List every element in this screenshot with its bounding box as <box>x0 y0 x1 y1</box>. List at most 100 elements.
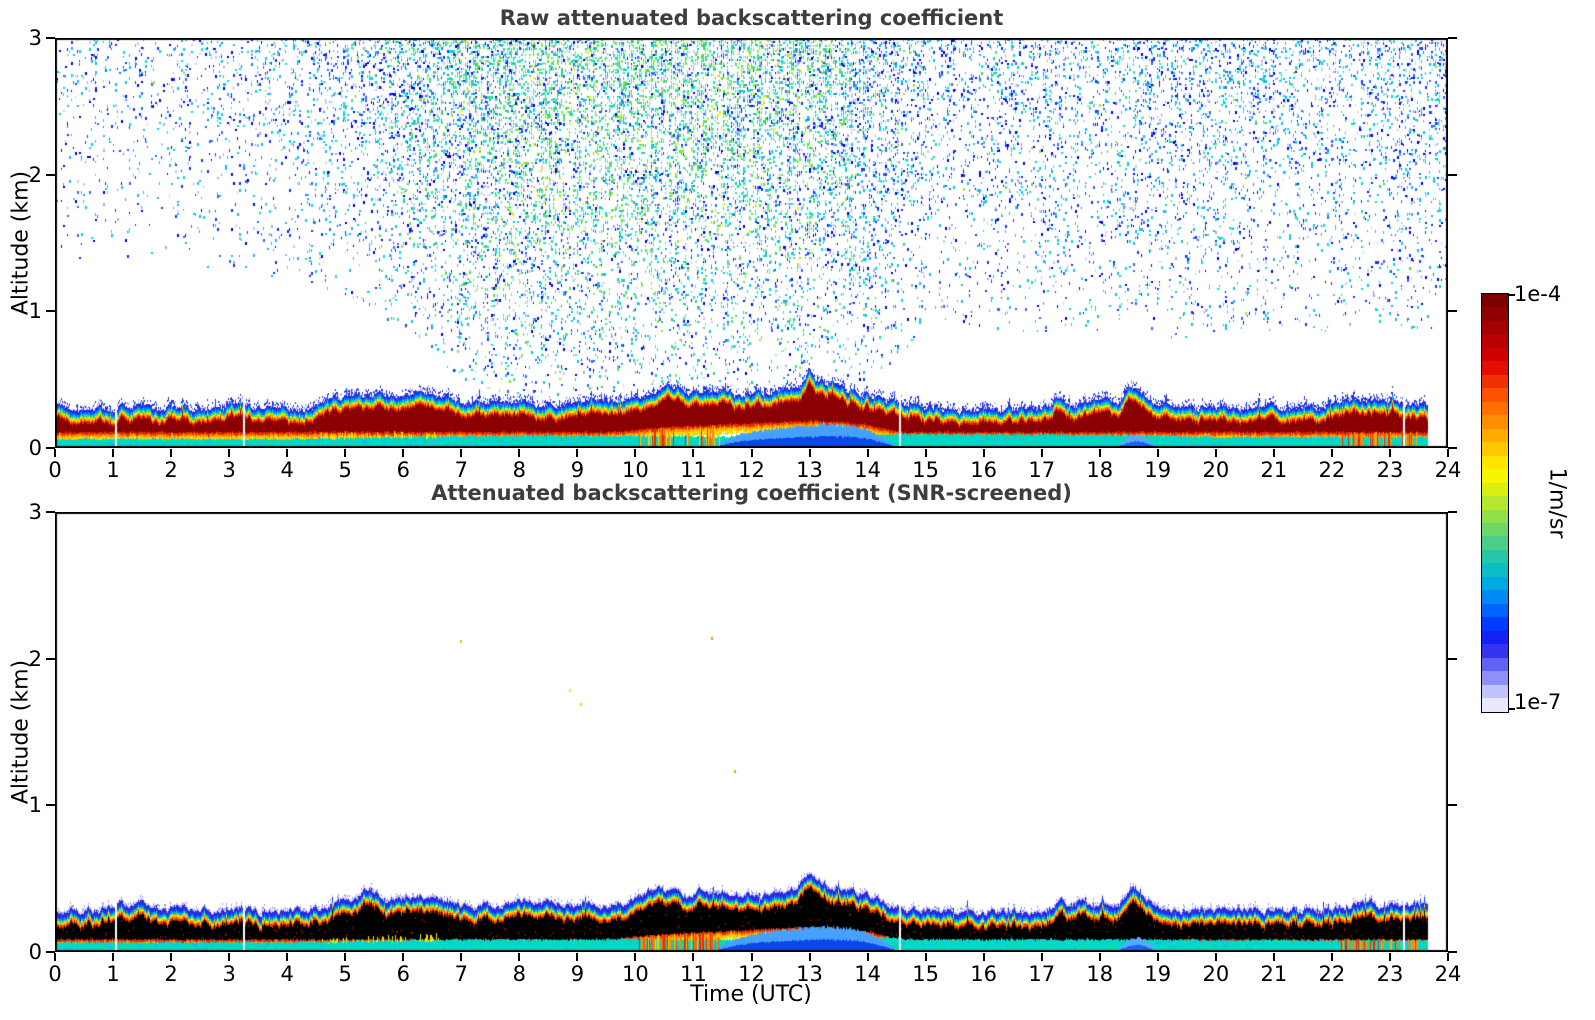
x-tick-label: 18 <box>1086 962 1114 986</box>
y-tick-mark-right <box>1448 804 1457 807</box>
y-tick-label: 2 <box>28 162 42 187</box>
x-tick-mark <box>1388 449 1391 457</box>
colorbar-step <box>1482 617 1508 631</box>
y-tick-label: 1 <box>28 793 42 818</box>
x-tick-label: 2 <box>164 962 178 986</box>
panel2-plot-area <box>55 512 1448 952</box>
x-tick-label: 8 <box>512 962 527 986</box>
x-tick-label: 9 <box>570 458 585 482</box>
x-tick-mark <box>750 449 753 457</box>
y-tick-mark-right <box>1448 310 1457 313</box>
x-tick-label: 17 <box>1028 962 1056 986</box>
y-tick-mark <box>46 951 55 953</box>
colorbar-unit-label: 1/m/sr <box>1544 467 1570 539</box>
panel1-title: Raw attenuated backscattering coefficien… <box>499 6 1004 30</box>
colorbar-bottom-tick <box>1509 708 1515 710</box>
x-tick-mark <box>460 449 463 457</box>
x-tick-mark <box>112 953 115 961</box>
x-tick-label: 16 <box>970 458 998 482</box>
x-tick-mark <box>750 953 753 961</box>
x-tick-mark <box>170 953 173 961</box>
y-tick-label: 3 <box>28 500 42 524</box>
x-tick-label: 15 <box>912 458 939 482</box>
y-tick-mark <box>46 804 55 807</box>
x-tick-mark <box>402 449 405 457</box>
x-tick-label: 20 <box>1202 962 1230 986</box>
y-tick-mark <box>46 37 55 39</box>
x-tick-label: 0 <box>48 458 62 482</box>
y-tick-mark-right <box>1448 173 1457 176</box>
colorbar-step <box>1482 388 1508 402</box>
x-tick-mark <box>344 953 347 961</box>
x-tick-mark <box>924 953 927 961</box>
x-axis-label: Time (UTC) <box>690 982 812 1007</box>
x-tick-mark <box>1098 449 1101 457</box>
x-tick-mark <box>1156 449 1159 457</box>
x-tick-mark <box>170 449 173 457</box>
panel1-plot-area <box>55 38 1448 448</box>
x-tick-mark <box>1272 449 1275 457</box>
panel2-title: Attenuated backscattering coefficient (S… <box>431 481 1072 505</box>
colorbar-step <box>1482 509 1508 523</box>
y-tick-label: 0 <box>28 436 42 460</box>
x-tick-mark <box>460 953 463 961</box>
colorbar-step <box>1482 415 1508 429</box>
x-tick-mark <box>286 449 289 457</box>
x-tick-label: 19 <box>1144 962 1172 986</box>
y-tick-mark-right <box>1448 657 1457 660</box>
panel1-y-axis-label: Altitude (km) <box>8 170 34 316</box>
x-tick-label: 22 <box>1318 458 1346 482</box>
colorbar-step <box>1482 361 1508 375</box>
y-tick-mark-right <box>1448 447 1457 449</box>
x-tick-label: 18 <box>1086 458 1114 482</box>
x-tick-mark <box>692 953 695 961</box>
x-tick-mark <box>1447 449 1449 457</box>
x-tick-label: 1 <box>106 458 120 482</box>
y-tick-label: 2 <box>28 646 42 671</box>
x-tick-mark <box>286 953 289 961</box>
x-tick-label: 12 <box>738 458 765 482</box>
colorbar-step <box>1482 644 1508 658</box>
x-tick-label: 21 <box>1260 962 1288 986</box>
x-tick-label: 6 <box>396 962 410 986</box>
x-tick-mark <box>808 953 811 961</box>
colorbar-step <box>1482 334 1508 348</box>
x-tick-label: 22 <box>1318 962 1346 986</box>
x-tick-mark <box>576 449 579 457</box>
colorbar-step <box>1482 549 1508 564</box>
x-tick-mark <box>866 449 869 457</box>
colorbar-step <box>1482 522 1508 537</box>
x-tick-mark <box>518 449 521 457</box>
x-tick-mark <box>1214 449 1217 457</box>
x-tick-mark <box>1040 449 1043 457</box>
y-tick-mark <box>46 511 55 513</box>
x-tick-mark <box>634 953 637 961</box>
colorbar-step <box>1482 576 1508 591</box>
colorbar-step <box>1482 630 1508 645</box>
y-tick-mark <box>46 657 55 660</box>
colorbar-step <box>1482 590 1508 604</box>
colorbar-step <box>1482 401 1508 416</box>
x-tick-mark <box>808 449 811 457</box>
x-tick-label: 9 <box>570 962 585 986</box>
y-tick-mark <box>46 310 55 313</box>
screened-backscatter-heatmap <box>55 512 1448 952</box>
x-tick-label: 0 <box>48 962 62 986</box>
x-tick-label: 10 <box>622 962 649 986</box>
x-tick-mark <box>576 953 579 961</box>
x-tick-label: 20 <box>1202 458 1230 482</box>
colorbar-step <box>1482 294 1508 308</box>
colorbar-step <box>1482 671 1508 685</box>
x-tick-label: 24 <box>1434 458 1462 482</box>
x-tick-mark <box>54 449 56 457</box>
colorbar-top-tick <box>1509 294 1515 296</box>
x-tick-label: 23 <box>1376 962 1404 986</box>
x-tick-label: 10 <box>622 458 649 482</box>
colorbar-step <box>1482 657 1508 672</box>
x-tick-label: 13 <box>796 962 823 986</box>
colorbar-step <box>1482 469 1508 483</box>
colorbar <box>1481 293 1509 713</box>
x-tick-mark <box>402 953 405 961</box>
x-tick-label: 17 <box>1028 458 1056 482</box>
